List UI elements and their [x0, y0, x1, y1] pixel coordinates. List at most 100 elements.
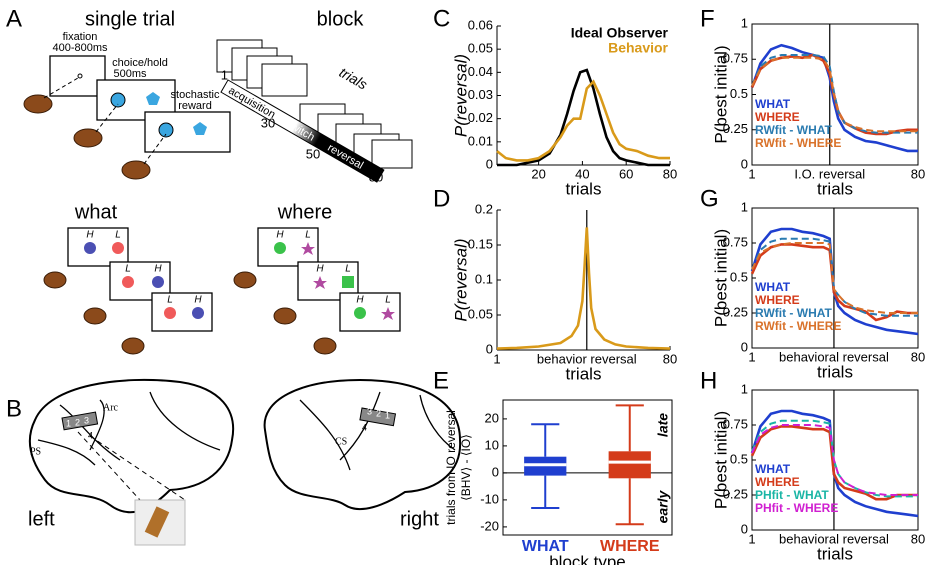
y-tick-label: 1 [741, 199, 748, 214]
y-tick-label: 0.02 [468, 110, 493, 125]
y-tick-label: 20 [485, 410, 499, 425]
y-tick-label: 0 [492, 464, 499, 479]
reward-label: H [86, 230, 94, 241]
x-tick-label: 40 [575, 166, 589, 181]
what-screens [43, 227, 213, 355]
stimulus [193, 122, 207, 135]
legend-entry: Behavior [608, 40, 668, 56]
y-axis-label: P(best initial) [711, 45, 730, 143]
site-label: 1 [66, 418, 71, 428]
left-hemisphere [28, 378, 235, 514]
series-line [751, 56, 918, 133]
where-screens [233, 227, 401, 355]
y-tick-label: 0.03 [468, 87, 493, 102]
box [608, 451, 651, 479]
series-line [750, 43, 918, 153]
reward-label: L [345, 264, 351, 275]
panel-label: D [433, 185, 450, 212]
x-tick-label: 80 [663, 351, 677, 366]
x-tick-label: 80 [663, 166, 677, 181]
y-tick-label: 0.04 [468, 64, 493, 79]
x-axis-label: trials [566, 364, 602, 383]
panel-label: C [433, 5, 450, 32]
x-tick-label: behavioral reversal [779, 349, 889, 364]
y-tick-label: 0.5 [730, 269, 748, 284]
panel-label: F [700, 5, 715, 32]
annotation: late [655, 413, 671, 437]
y-tick-label: 0.05 [468, 41, 493, 56]
legend-entry: RWfit - WHERE [755, 136, 841, 150]
y-axis-label: P(best initial) [711, 229, 730, 327]
series-line [750, 243, 918, 322]
site-label: 3 [84, 415, 89, 425]
y-axis-label: ⟨BHV⟩ - ⟨IO⟩ [459, 434, 473, 501]
y-tick-label: 0 [741, 156, 748, 171]
x-tick-label: behavioral reversal [779, 531, 889, 546]
sulcus-label: CS [335, 436, 347, 447]
y-tick-label: 0.06 [468, 17, 493, 32]
y-axis-label: P(reversal) [451, 238, 470, 321]
stimulus [110, 92, 126, 108]
section-title: block [317, 8, 365, 30]
label: stochastic [171, 89, 220, 101]
x-tick-label: 20 [531, 166, 545, 181]
reward-label: L [125, 264, 131, 275]
series-line [751, 242, 918, 314]
x-tick-label: WHERE [600, 538, 660, 555]
label: choice/hold [112, 57, 168, 69]
legend-entry: PHfit - WHERE [755, 501, 838, 515]
y-tick-label: 0.25 [723, 486, 748, 501]
series-line [497, 68, 670, 167]
x-tick-label: behavior reversal [537, 351, 637, 366]
reward-label: H [194, 295, 202, 306]
x-axis-label: trials [817, 544, 853, 563]
panel-label: G [700, 185, 719, 212]
series-line [751, 419, 918, 498]
reward-label: H [356, 295, 364, 306]
sulcus-label: PS [30, 446, 41, 457]
hemisphere-label: right [400, 508, 439, 530]
site-label: 4 [88, 430, 93, 440]
legend-entry: RWfit - WHAT [755, 123, 833, 137]
site-label: 4 [362, 422, 367, 432]
series-line [496, 79, 670, 162]
sulcus [37, 391, 221, 466]
y-tick-label: 0 [486, 156, 493, 171]
label: reward [178, 100, 212, 112]
y-tick-label: 0 [486, 341, 493, 356]
x-axis-label: trials [566, 179, 602, 198]
x-tick-label: 80 [911, 531, 925, 546]
legend-entry: WHAT [755, 97, 791, 111]
x-tick-label: I.O. reversal [794, 166, 865, 181]
y-tick-label: 0 [741, 521, 748, 536]
panel-label: H [700, 367, 717, 394]
panel-label: B [6, 395, 22, 422]
x-tick-label: 80 [911, 349, 925, 364]
series-line [751, 424, 918, 496]
sulcus-label: Arc [103, 402, 119, 413]
y-tick-label: -10 [480, 491, 499, 506]
x-axis-label: trials [817, 179, 853, 198]
reward-label: H [154, 264, 162, 275]
x-tick-label: 1 [748, 166, 755, 181]
sulcus [299, 391, 456, 471]
y-tick-label: 0.75 [723, 51, 748, 66]
section-title: single trial [85, 8, 175, 30]
legend-entry: WHERE [755, 110, 800, 124]
reward-label: H [316, 264, 324, 275]
y-tick-label: 0.75 [723, 234, 748, 249]
legend-entry: RWfit - WHERE [755, 319, 841, 333]
reward-label: L [305, 230, 311, 241]
site-label: 2 [75, 417, 80, 427]
block-number: 30 [261, 115, 275, 130]
legend-entry: WHAT [755, 462, 791, 476]
y-tick-label: 1 [741, 15, 748, 30]
label: 400-800ms [52, 42, 108, 54]
x-tick-label: 1 [493, 351, 500, 366]
site-label: 1 [385, 410, 390, 420]
x-tick-label: WHAT [522, 538, 569, 555]
site-label: 3 [367, 406, 372, 416]
stimulus [158, 122, 174, 138]
axis-label: trials [337, 64, 371, 93]
